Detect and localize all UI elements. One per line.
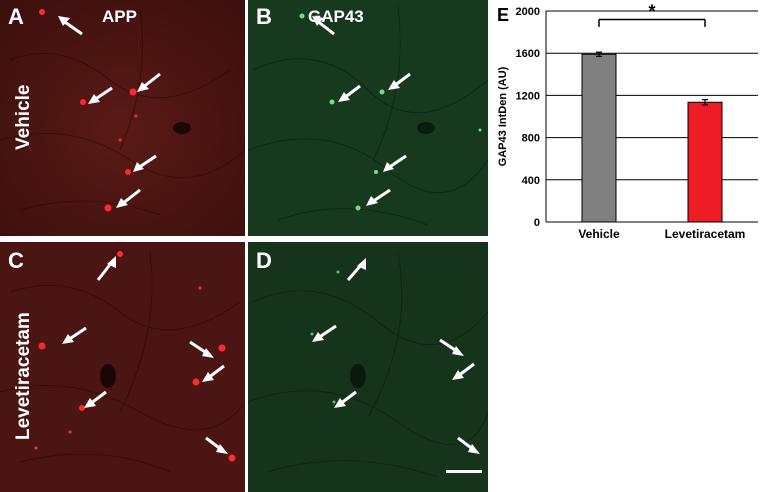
panel-label-c: C xyxy=(8,248,24,273)
column-title-gap43: GAP43 xyxy=(308,7,364,26)
bar-levetiracetam xyxy=(687,101,723,223)
micrograph-gap43-levetiracetam-image xyxy=(248,242,488,492)
gap43-bar-chart: 0 400 800 1200 1600 2000 GAP43 IntDen (AU) Vehi… xyxy=(497,2,758,241)
column-title-app: APP xyxy=(102,7,137,26)
y-tick-label: 0 xyxy=(534,217,540,229)
y-axis-label: GAP43 IntDen (AU) xyxy=(497,66,509,166)
y-tick-label: 400 xyxy=(522,175,540,187)
y-tick-label: 1200 xyxy=(516,90,540,102)
micrograph-app-vehicle: A APP Vehicle xyxy=(0,0,245,236)
micrograph-gap43-vehicle: B GAP43 xyxy=(248,0,488,236)
scale-bar xyxy=(446,470,482,473)
bar-vehicle xyxy=(581,53,617,223)
panel-label-e: E xyxy=(497,5,510,25)
panel-label-d: D xyxy=(256,248,272,273)
micrograph-app-levetiracetam-image xyxy=(0,242,245,492)
panel-label-a: A xyxy=(8,4,24,29)
panel-label-b: B xyxy=(256,4,272,29)
micrograph-app-levetiracetam: C Levetiracetam xyxy=(0,242,245,492)
row-label-levetiracetam: Levetiracetam xyxy=(13,312,34,440)
significance-star: * xyxy=(648,2,655,21)
y-tick-label: 1600 xyxy=(516,48,540,60)
micrograph-gap43-vehicle-image xyxy=(248,0,488,236)
micrograph-app-vehicle-image xyxy=(0,0,245,236)
y-tick-label: 800 xyxy=(522,133,540,145)
y-tick-label: 2000 xyxy=(516,6,540,18)
x-tick-label: Levetiracetam xyxy=(665,227,746,241)
row-label-vehicle: Vehicle xyxy=(13,84,34,151)
x-tick-label: Vehicle xyxy=(578,227,620,241)
micrograph-gap43-levetiracetam: D xyxy=(248,242,488,492)
